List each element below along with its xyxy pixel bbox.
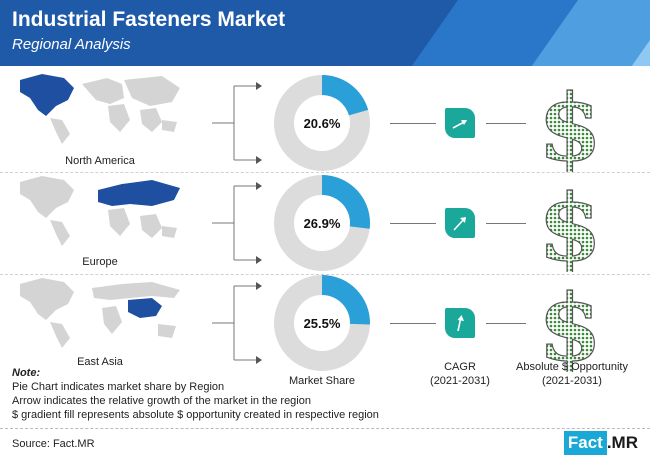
region-label-north-america: North America (65, 155, 135, 167)
cagr-box-east-asia (445, 308, 475, 338)
market-share-donut-east-asia (274, 275, 370, 371)
market-share-donut-europe (274, 175, 370, 271)
svg-text:$: $ (538, 80, 602, 172)
header-banner: Industrial Fasteners Market Regional Ana… (0, 0, 650, 66)
opportunity-label: Absolute $ Opportunity (516, 361, 628, 373)
growth-arrow-icon (453, 217, 466, 231)
region-label-europe: Europe (82, 256, 118, 268)
connector-line (486, 323, 526, 324)
connector-line (390, 123, 436, 124)
page-title: Industrial Fasteners Market (12, 8, 286, 31)
bracket-connector (212, 182, 262, 264)
dollar-opportunity-icon: $ (537, 80, 602, 172)
logo-part-mr: .MR (606, 433, 638, 452)
share-value-east-asia: 25.5% (303, 316, 341, 331)
note-title: Note: (12, 367, 41, 379)
share-value-europe: 26.9% (303, 216, 341, 231)
dollar-opportunity-icon: $ (537, 280, 602, 372)
dollar-opportunity-icon: $ (537, 180, 602, 272)
donut-slice-north-america (322, 75, 369, 116)
note-line: Pie Chart indicates market share by Regi… (12, 381, 225, 393)
donut-slice-europe (322, 175, 370, 229)
east-asia-map (20, 278, 180, 348)
share-value-north-america: 20.6% (303, 116, 341, 131)
row-divider (0, 274, 650, 275)
note-line: $ gradient fill represents absolute $ op… (12, 409, 379, 421)
opportunity-period: (2021-2031) (542, 375, 602, 387)
column-label-cagr: CAGR (2021-2031) (415, 360, 505, 388)
connector-line (390, 223, 436, 224)
growth-arrow-icon (452, 120, 467, 129)
column-label-opportunity: Absolute $ Opportunity (2021-2031) (505, 360, 639, 388)
connector-line (486, 223, 526, 224)
north-america-map (20, 74, 180, 144)
column-label-market-share: Market Share (288, 375, 356, 387)
cagr-box-europe (445, 208, 475, 238)
page-subtitle: Regional Analysis (12, 36, 131, 53)
growth-arrow-icon (457, 315, 464, 332)
connector-line (390, 323, 436, 324)
svg-text:$: $ (538, 280, 602, 372)
bracket-connector (212, 282, 262, 364)
source-text: Source: Fact.MR (12, 438, 95, 450)
footer-divider (0, 428, 650, 429)
note-block: Note: Pie Chart indicates market share b… (12, 366, 379, 422)
cagr-period: (2021-2031) (430, 375, 490, 387)
donut-slice-east-asia (322, 275, 370, 325)
cagr-box-north-america (445, 108, 475, 138)
bracket-connector (212, 82, 262, 164)
logo-part-fact: Fact (563, 431, 607, 455)
note-line: Arrow indicates the relative growth of t… (12, 395, 311, 407)
cagr-label: CAGR (444, 361, 476, 373)
row-divider (0, 172, 650, 173)
region-label-east-asia: East Asia (77, 356, 123, 368)
europe-map (20, 176, 180, 246)
market-share-donut-north-america (274, 75, 370, 171)
connector-line (486, 123, 526, 124)
svg-text:$: $ (538, 180, 602, 272)
factmr-logo: Fact .MR (563, 431, 638, 456)
